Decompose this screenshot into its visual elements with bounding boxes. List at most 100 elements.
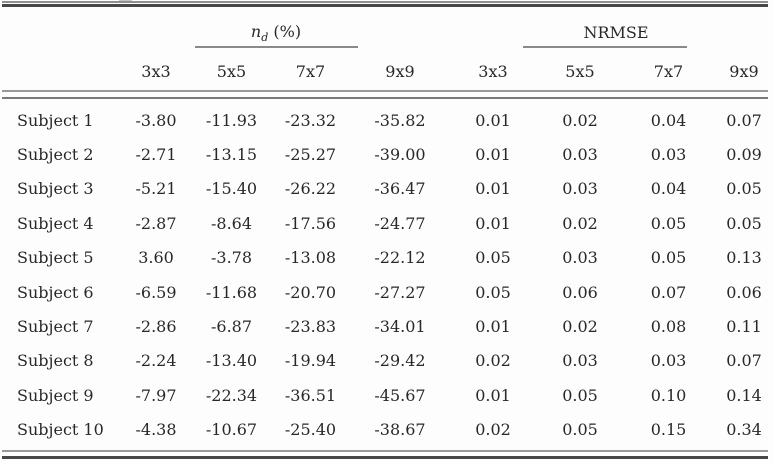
table-row: Subject 2 -2.71 -13.15 -25.27 -39.00 0.0… [0, 137, 773, 171]
nd-unit: (%) [268, 22, 302, 41]
col-header-nd-5x5: 5x5 [216, 61, 247, 81]
cropped-caption-artifact [119, 0, 132, 2]
row-label-subject: Subject 8 [17, 351, 94, 371]
cell-nrmse-7x7: 0.03 [650, 351, 687, 371]
cell-nrmse-3x3: 0.01 [475, 145, 511, 165]
row-label-subject: Subject 6 [17, 282, 94, 302]
cell-nrmse-3x3: 0.05 [475, 282, 511, 302]
cell-nd-3x3: -7.97 [135, 385, 177, 405]
table-row: Subject 8 -2.24 -13.40 -19.94 -29.42 0.0… [0, 344, 773, 378]
cell-nrmse-7x7: 0.05 [650, 248, 687, 268]
cell-nrmse-5x5: 0.05 [562, 420, 598, 440]
cell-nd-9x9: -22.12 [374, 248, 426, 268]
cell-nd-3x3: -2.86 [135, 317, 177, 337]
cell-nd-9x9: -24.77 [374, 213, 426, 233]
col-header-nd-9x9: 9x9 [385, 61, 415, 81]
cell-nrmse-9x9: 0.07 [726, 351, 762, 371]
cell-nrmse-7x7: 0.08 [650, 317, 687, 337]
table-row: Subject 6 -6.59 -11.68 -20.70 -27.27 0.0… [0, 275, 773, 309]
col-header-nrmse-7x7: 7x7 [653, 61, 684, 81]
col-header-nd-3x3: 3x3 [141, 61, 171, 81]
cell-nrmse-7x7: 0.15 [650, 420, 687, 440]
cell-nrmse-9x9: 0.05 [726, 179, 762, 199]
cell-nd-5x5: -8.64 [210, 213, 253, 233]
cell-nd-5x5: -22.34 [205, 385, 258, 405]
cell-nd-3x3: -3.80 [135, 110, 177, 130]
row-label-subject: Subject 7 [17, 317, 94, 337]
col-header-nrmse-9x9: 9x9 [729, 61, 759, 81]
cell-nd-9x9: -36.47 [374, 179, 426, 199]
row-label-subject: Subject 9 [17, 385, 94, 405]
cell-nd-5x5: -3.78 [210, 248, 253, 268]
nrmse-label: NRMSE [583, 23, 649, 42]
cell-nrmse-9x9: 0.09 [726, 145, 762, 165]
row-label-subject: Subject 3 [17, 179, 94, 199]
cmidrule-nd [195, 46, 358, 48]
cell-nd-9x9: -38.67 [374, 420, 426, 440]
cell-nd-7x7: -17.56 [284, 213, 337, 233]
group-header-nrmse: NRMSE [583, 23, 648, 43]
cell-nrmse-9x9: 0.14 [726, 385, 762, 405]
nd-symbol: n [250, 22, 262, 41]
cell-nrmse-7x7: 0.03 [650, 145, 687, 165]
cell-nrmse-3x3: 0.02 [475, 351, 511, 371]
cell-nd-7x7: -23.83 [284, 317, 337, 337]
row-label-subject: Subject 5 [17, 248, 94, 268]
group-header-nd: nd (%) [251, 22, 301, 48]
cell-nrmse-9x9: 0.11 [726, 317, 762, 337]
cell-nd-5x5: -11.68 [205, 282, 258, 302]
cell-nd-5x5: -6.87 [210, 317, 253, 337]
cell-nd-7x7: -26.22 [284, 179, 337, 199]
cell-nd-3x3: -2.71 [135, 145, 177, 165]
cell-nrmse-3x3: 0.01 [475, 110, 511, 130]
col-header-nrmse-5x5: 5x5 [565, 61, 595, 81]
cell-nrmse-9x9: 0.07 [726, 110, 762, 130]
table-bottom-rule [2, 450, 768, 460]
cell-nd-3x3: -2.87 [135, 213, 177, 233]
cell-nd-3x3: 3.60 [138, 248, 174, 268]
cell-nrmse-9x9: 0.05 [726, 213, 762, 233]
cell-nrmse-3x3: 0.01 [475, 179, 511, 199]
cell-nrmse-5x5: 0.02 [562, 317, 598, 337]
cell-nd-7x7: -25.27 [284, 145, 337, 165]
cell-nrmse-7x7: 0.07 [650, 282, 687, 302]
cell-nd-7x7: -20.70 [284, 282, 337, 302]
cell-nrmse-5x5: 0.03 [562, 179, 598, 199]
cell-nrmse-9x9: 0.34 [726, 420, 762, 440]
cell-nd-3x3: -2.24 [135, 351, 177, 371]
cell-nd-5x5: -13.15 [205, 145, 258, 165]
cell-nd-9x9: -39.00 [374, 145, 426, 165]
row-label-subject: Subject 2 [17, 145, 94, 165]
column-header-row: 3x3 5x5 7x7 9x9 3x3 5x5 7x7 9x9 [0, 59, 773, 83]
cell-nrmse-5x5: 0.03 [562, 248, 598, 268]
cell-nd-9x9: -34.01 [374, 317, 426, 337]
table-row: Subject 1 -3.80 -11.93 -23.32 -35.82 0.0… [0, 103, 773, 137]
cell-nrmse-3x3: 0.01 [475, 317, 511, 337]
cell-nrmse-5x5: 0.03 [562, 351, 598, 371]
cell-nrmse-5x5: 0.02 [562, 213, 598, 233]
header-separator-rule [2, 90, 768, 100]
cell-nrmse-3x3: 0.01 [475, 385, 511, 405]
cell-nd-3x3: -5.21 [135, 179, 177, 199]
cell-nd-9x9: -45.67 [374, 385, 426, 405]
cell-nrmse-7x7: 0.10 [650, 385, 687, 405]
table-body: Subject 1 -3.80 -11.93 -23.32 -35.82 0.0… [0, 103, 773, 447]
cell-nd-7x7: -25.40 [284, 420, 337, 440]
cell-nd-7x7: -19.94 [284, 351, 337, 371]
row-label-subject: Subject 1 [17, 110, 94, 130]
table-top-rule [2, 0, 768, 8]
table-row: Subject 3 -5.21 -15.40 -26.22 -36.47 0.0… [0, 172, 773, 206]
cell-nrmse-9x9: 0.06 [726, 282, 762, 302]
col-header-nd-7x7: 7x7 [295, 61, 326, 81]
table-row: Subject 4 -2.87 -8.64 -17.56 -24.77 0.01… [0, 206, 773, 240]
cell-nd-5x5: -10.67 [205, 420, 258, 440]
cell-nrmse-9x9: 0.13 [726, 248, 762, 268]
cell-nrmse-7x7: 0.04 [650, 110, 687, 130]
cell-nrmse-5x5: 0.02 [562, 110, 598, 130]
table-row: Subject 10 -4.38 -10.67 -25.40 -38.67 0.… [0, 413, 773, 447]
table-row: Subject 9 -7.97 -22.34 -36.51 -45.67 0.0… [0, 378, 773, 412]
cell-nd-5x5: -15.40 [205, 179, 258, 199]
cell-nd-7x7: -23.32 [284, 110, 337, 130]
cell-nd-7x7: -13.08 [284, 248, 337, 268]
